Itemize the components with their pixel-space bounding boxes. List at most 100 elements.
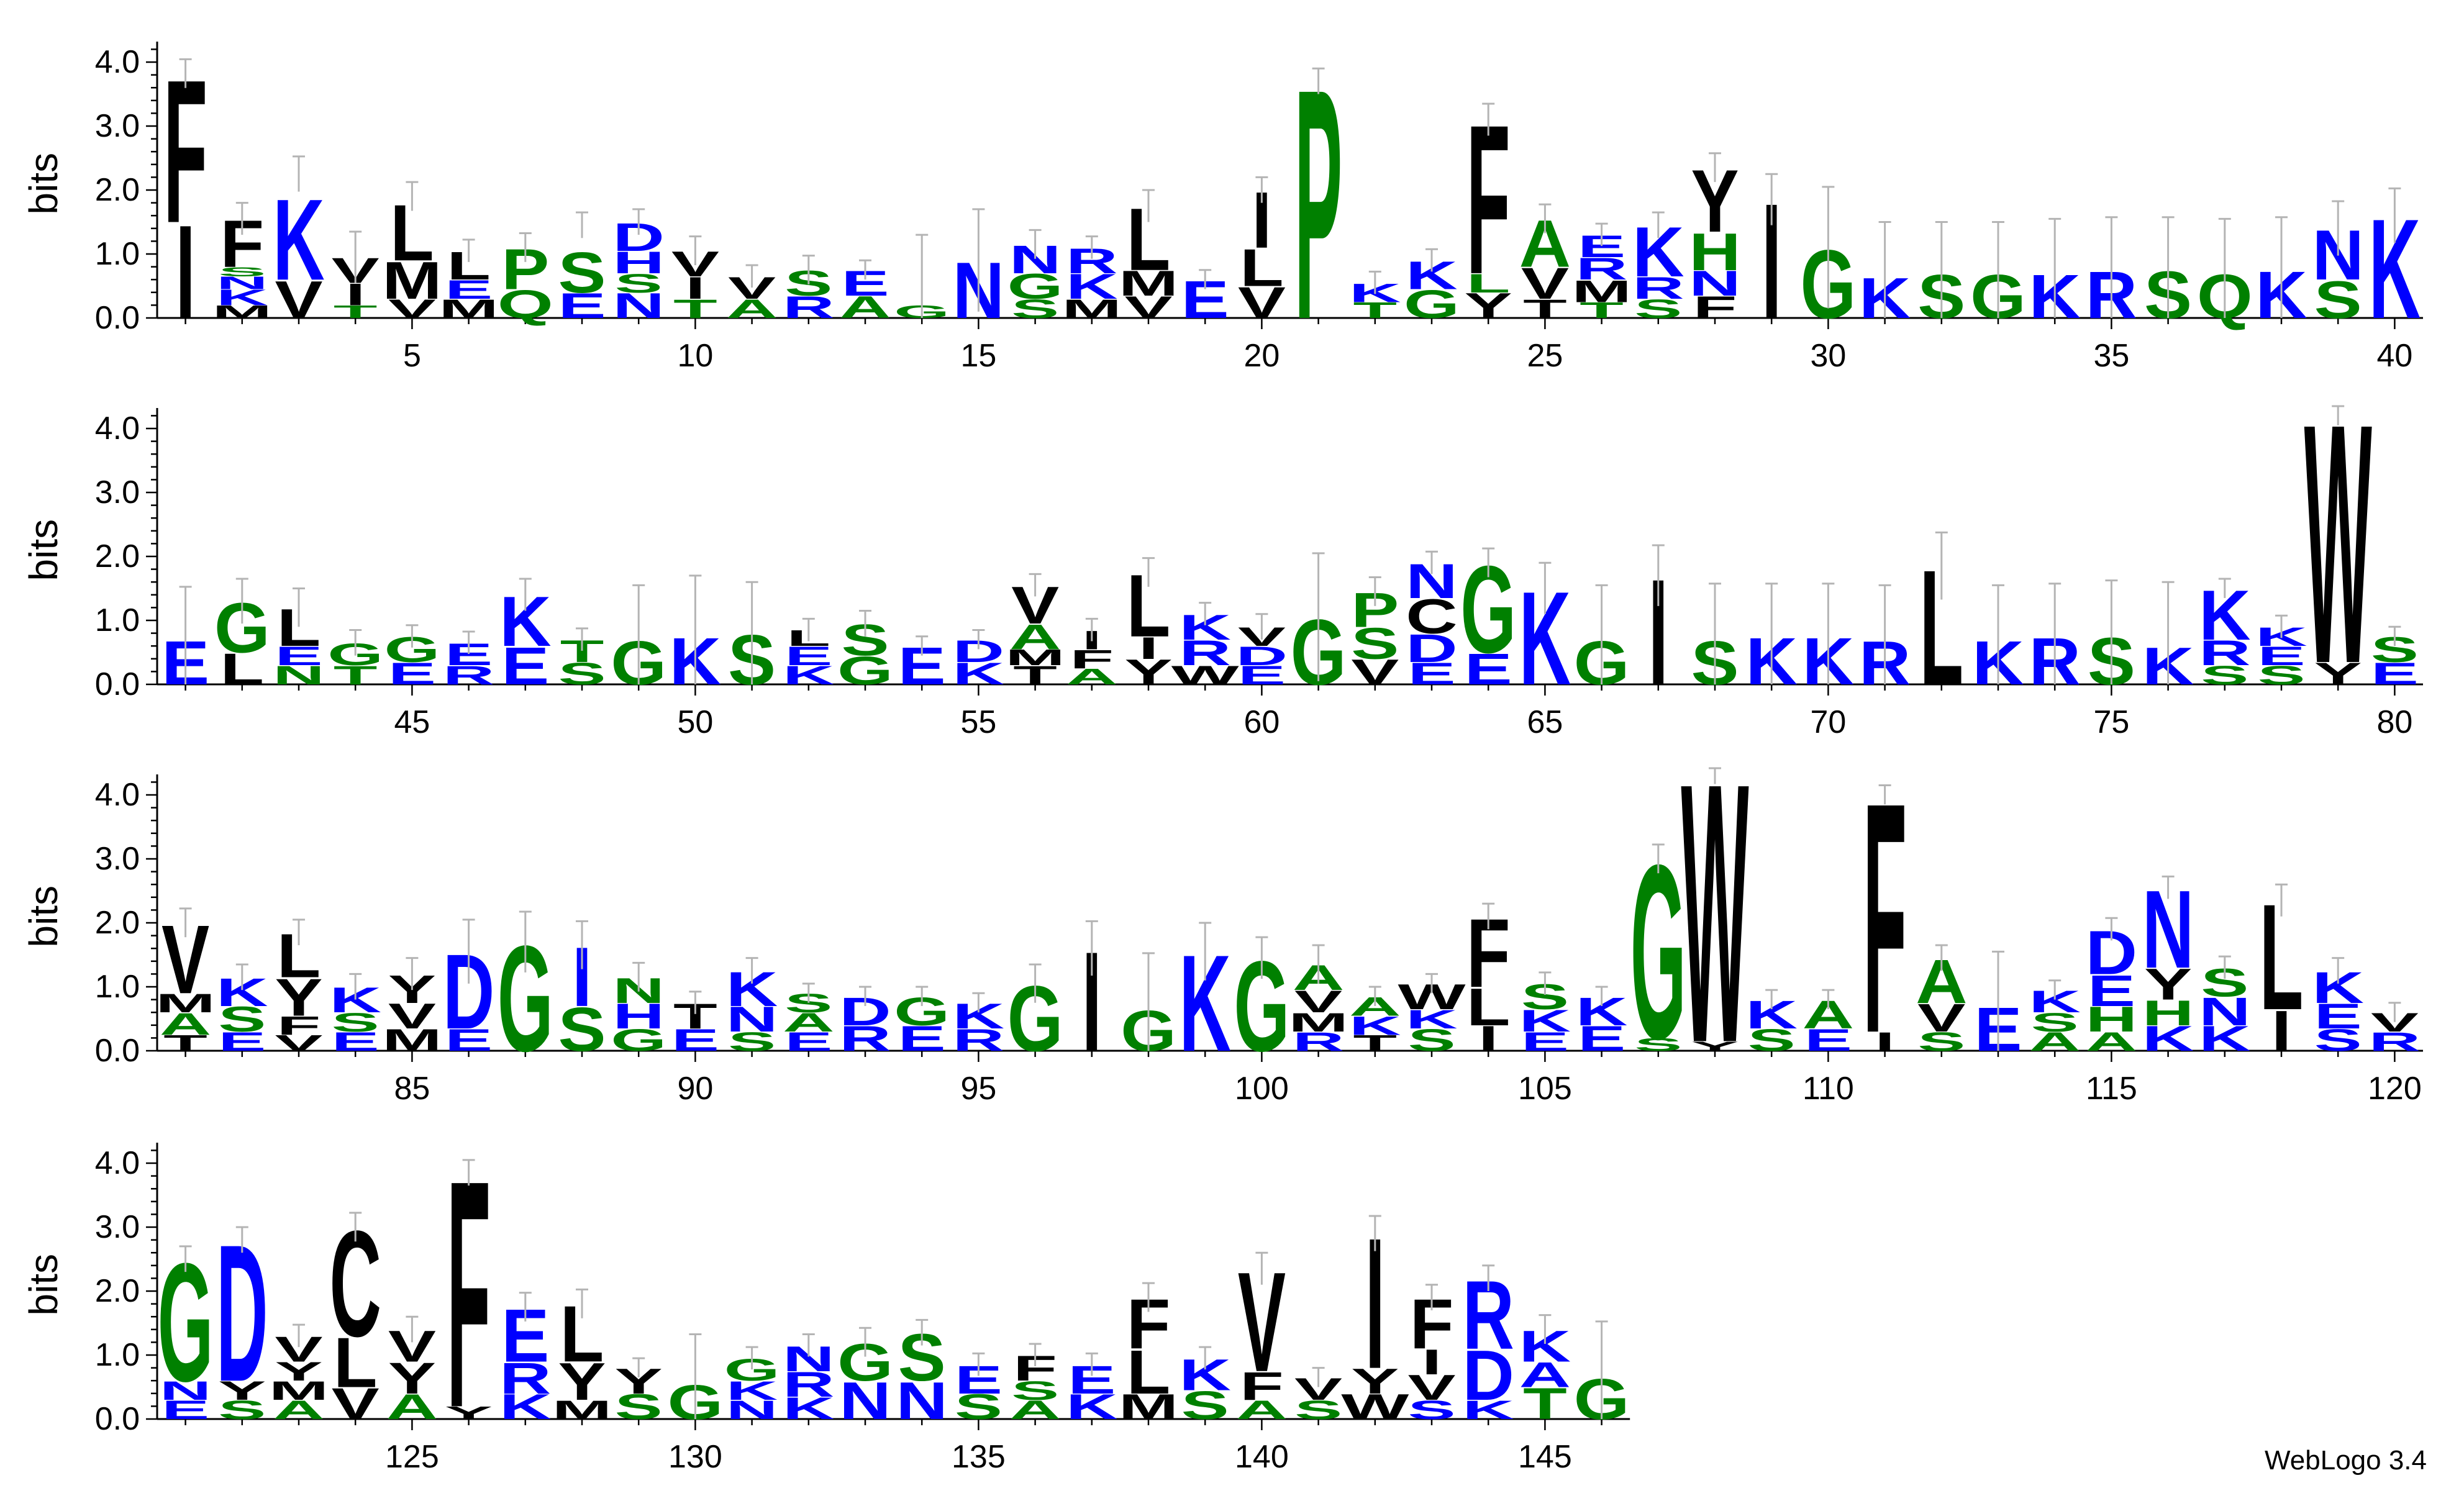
residue-I-pos-118: I bbox=[2271, 999, 2291, 1064]
position-65-stack: K bbox=[1519, 561, 1571, 713]
residue-T-pos-26: T bbox=[1580, 298, 1624, 323]
y-axis-title: bits bbox=[21, 886, 66, 948]
position-133-stack: NG bbox=[837, 1326, 893, 1431]
position-125-stack: AYV bbox=[386, 1315, 438, 1427]
position-19-stack: E bbox=[1181, 269, 1229, 330]
residue-C-pos-63: C bbox=[1406, 589, 1457, 644]
residue-A-pos-11: A bbox=[726, 294, 778, 324]
position-146-stack: G bbox=[1574, 1320, 1630, 1431]
residue-N-pos-131: N bbox=[726, 1395, 778, 1425]
y-axis-title: bits bbox=[21, 153, 66, 215]
position-15-stack: N bbox=[953, 208, 1004, 335]
residue-I-pos-1: I bbox=[176, 197, 196, 347]
x-tick-label: 55 bbox=[960, 704, 996, 740]
y-tick-label: 4.0 bbox=[95, 410, 140, 447]
residue-T-pos-10: T bbox=[673, 294, 717, 324]
residue-W-pos-59: W bbox=[1171, 661, 1240, 691]
residue-T-pos-44: T bbox=[334, 661, 378, 691]
residue-K-pos-105: K bbox=[1519, 1004, 1571, 1038]
residue-S-pos-78: S bbox=[2257, 661, 2305, 691]
residue-E-pos-90: E bbox=[671, 1022, 719, 1057]
position-14-stack: G bbox=[894, 234, 950, 322]
position-95-stack: RK bbox=[953, 992, 1004, 1058]
position-68-stack: S bbox=[1691, 583, 1739, 697]
x-tick-label: 100 bbox=[1235, 1071, 1289, 1107]
position-92-stack: EAS bbox=[783, 982, 835, 1056]
residue-E-pos-60: E bbox=[1238, 661, 1286, 691]
residue-S-pos-136: S bbox=[1011, 1376, 1059, 1406]
position-24-stack: YLF bbox=[1465, 81, 1512, 325]
residue-S-pos-112: S bbox=[1917, 1027, 1965, 1057]
position-5-stack: VML bbox=[382, 181, 442, 324]
position-88-stack: SI bbox=[558, 920, 606, 1064]
y-tick-label: 4.0 bbox=[95, 777, 140, 813]
position-27-stack: SRK bbox=[1632, 211, 1684, 324]
position-130-stack: G bbox=[667, 1333, 723, 1430]
position-132-stack: KRN bbox=[783, 1333, 835, 1426]
position-52-stack: KEL bbox=[783, 617, 835, 690]
position-37-stack: Q bbox=[2197, 217, 2253, 331]
residue-D-pos-144: D bbox=[1462, 1336, 1514, 1415]
x-tick-label: 10 bbox=[677, 338, 713, 374]
position-8-stack: ES bbox=[558, 211, 606, 326]
residue-M-pos-85: M bbox=[382, 1022, 442, 1057]
residue-V-pos-124: V bbox=[332, 1379, 380, 1429]
position-35-stack: R bbox=[2086, 216, 2137, 332]
residue-R-pos-127: R bbox=[499, 1354, 551, 1404]
residue-M-pos-123: M bbox=[269, 1376, 329, 1406]
residue-I-pos-111: I bbox=[1875, 1027, 1895, 1057]
x-tick-label: 130 bbox=[668, 1439, 722, 1475]
position-29-stack: I bbox=[1762, 170, 1781, 353]
y-tick-label: 0.0 bbox=[95, 1033, 140, 1069]
position-25-stack: TVA bbox=[1519, 203, 1571, 324]
x-tick-label: 135 bbox=[952, 1439, 1006, 1475]
position-87-stack: G bbox=[498, 910, 553, 1083]
y-tick-label: 3.0 bbox=[95, 841, 140, 877]
residue-Y-pos-83: Y bbox=[275, 968, 322, 1027]
position-145-stack: TAK bbox=[1519, 1314, 1571, 1429]
residue-S-pos-122: S bbox=[218, 1395, 266, 1425]
residue-A-pos-115: A bbox=[2086, 1027, 2137, 1057]
residue-S-pos-16: S bbox=[1011, 294, 1059, 324]
residue-E-pos-45: E bbox=[388, 656, 436, 691]
residue-W-pos-142: W bbox=[1341, 1387, 1409, 1427]
residue-N-pos-117: N bbox=[2199, 989, 2250, 1033]
residue-S-pos-107: S bbox=[1634, 1035, 1682, 1054]
position-80-stack: ES bbox=[2371, 625, 2419, 691]
x-tick-label: 110 bbox=[1803, 1071, 1854, 1107]
residue-E-pos-8: E bbox=[558, 286, 606, 326]
position-67-stack: I bbox=[1648, 544, 1668, 717]
y-tick-label: 1.0 bbox=[95, 236, 140, 272]
residue-T-pos-102: T bbox=[1353, 1031, 1398, 1056]
position-129-stack: SY bbox=[615, 1357, 663, 1427]
residue-L-pos-24: L bbox=[1466, 268, 1511, 298]
position-118-stack: IL bbox=[2260, 874, 2304, 1064]
position-16-stack: SGN bbox=[1007, 229, 1063, 324]
residue-S-pos-27: S bbox=[1634, 294, 1682, 324]
residue-Y-pos-142: Y bbox=[1351, 1361, 1399, 1401]
x-tick-label: 60 bbox=[1243, 704, 1280, 740]
position-106-stack: EK bbox=[1576, 986, 1627, 1059]
position-89-stack: GHN bbox=[611, 961, 666, 1058]
x-tick-label: 35 bbox=[2093, 338, 2129, 374]
residue-H-pos-9: H bbox=[612, 245, 664, 279]
residue-R-pos-12: R bbox=[783, 289, 834, 324]
position-31-stack: K bbox=[1859, 221, 1911, 330]
residue-N-pos-121: N bbox=[160, 1376, 211, 1406]
position-100-stack: G bbox=[1234, 934, 1289, 1078]
residue-L-pos-124: L bbox=[334, 1323, 378, 1402]
residue-E-pos-94: E bbox=[898, 1019, 946, 1059]
position-45-stack: EG bbox=[384, 624, 440, 691]
position-111-stack: IF bbox=[1863, 735, 1907, 1102]
residue-V-pos-25: V bbox=[1521, 259, 1569, 309]
position-53-stack: GS bbox=[837, 610, 893, 693]
x-tick-label: 85 bbox=[394, 1071, 430, 1107]
position-126-stack: YF bbox=[445, 1114, 493, 1476]
position-140-stack: AFV bbox=[1236, 1243, 1288, 1425]
residue-K-pos-55: K bbox=[953, 656, 1004, 691]
residue-Y-pos-125: Y bbox=[388, 1354, 436, 1404]
position-127-stack: KRE bbox=[499, 1292, 552, 1427]
residue-K-pos-131: K bbox=[726, 1376, 778, 1406]
